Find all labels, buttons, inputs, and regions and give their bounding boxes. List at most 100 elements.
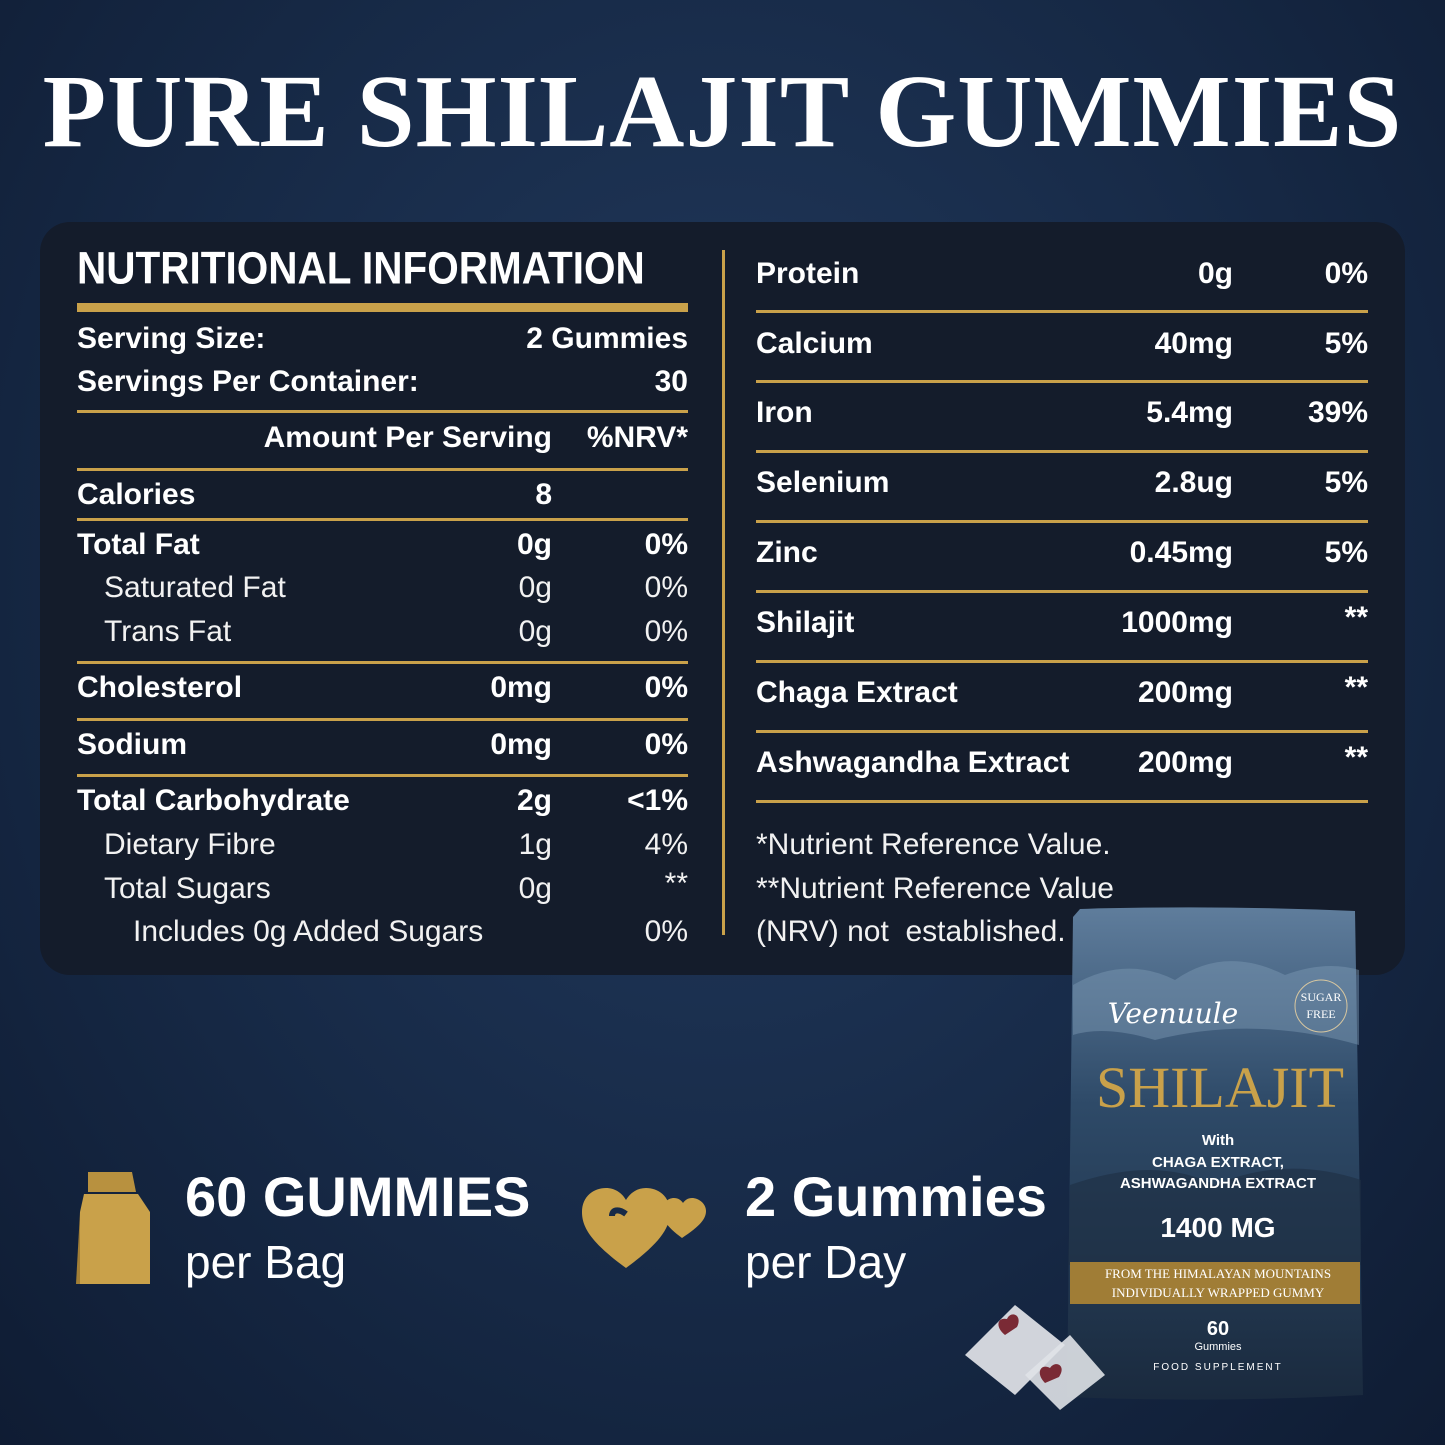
feature-value: 2 Gummies bbox=[745, 1165, 1047, 1228]
nutrient-nrv: 0% bbox=[1324, 257, 1368, 290]
nutrient-nrv: ** bbox=[664, 867, 688, 900]
nutrient-amount: 8 bbox=[535, 478, 552, 511]
nutrient-nrv: ** bbox=[1344, 671, 1368, 704]
nutrient-amount: 5.4mg bbox=[1146, 396, 1233, 429]
nutrient-nrv: 5% bbox=[1324, 327, 1368, 360]
divider bbox=[77, 518, 688, 521]
nutrient-amount: 2g bbox=[516, 784, 552, 817]
label: Servings Per Container: bbox=[77, 365, 419, 398]
package-dose: 1400 MG bbox=[1160, 1212, 1275, 1243]
divider bbox=[77, 410, 688, 413]
package-count: 60 bbox=[1207, 1318, 1229, 1340]
nutrient-nrv: ** bbox=[1344, 601, 1368, 634]
divider bbox=[756, 660, 1368, 663]
nutrient-name: Total Fat bbox=[77, 528, 200, 561]
divider bbox=[756, 730, 1368, 733]
divider bbox=[77, 303, 688, 312]
nutrient-name: Dietary Fibre bbox=[104, 828, 276, 861]
nutrient-nrv: 5% bbox=[1324, 466, 1368, 499]
nutrient-name: Calories bbox=[77, 478, 196, 511]
product-name: SHILAJIT bbox=[1096, 1055, 1344, 1120]
nutrient-amount: 0g bbox=[1197, 257, 1233, 290]
nutrient-amount: 200mg bbox=[1137, 676, 1233, 709]
package-text: ASHWAGANDHA EXTRACT bbox=[1120, 1175, 1316, 1192]
wrapped-gummies bbox=[965, 1305, 1105, 1410]
nutrient-name: Shilajit bbox=[756, 606, 855, 639]
nutrient-name: Chaga Extract bbox=[756, 676, 958, 709]
nutrient-nrv: ** bbox=[1344, 741, 1368, 774]
nutrient-amount: 1000mg bbox=[1121, 606, 1233, 639]
badge: SUGAR bbox=[1301, 990, 1342, 1004]
badge: FREE bbox=[1306, 1007, 1335, 1021]
feature-label: per Day bbox=[745, 1236, 907, 1288]
nutrient-name: Total Carbohydrate bbox=[77, 784, 350, 817]
nutrient-name: Protein bbox=[756, 257, 860, 290]
divider bbox=[77, 774, 688, 777]
nutrient-name: Includes 0g Added Sugars bbox=[133, 915, 484, 948]
column-divider bbox=[722, 250, 725, 935]
nutrient-amount: 2.8ug bbox=[1154, 466, 1233, 499]
nutrient-name: Trans Fat bbox=[104, 615, 232, 648]
nutrient-name: Total Sugars bbox=[104, 872, 271, 905]
nutrient-amount: 0.45mg bbox=[1129, 536, 1233, 569]
nutrient-name: Cholesterol bbox=[77, 671, 243, 704]
package-text: Gummies bbox=[1194, 1341, 1242, 1353]
feature-label: per Bag bbox=[185, 1236, 347, 1288]
nutrient-nrv: <1% bbox=[627, 784, 688, 817]
nutrient-name: Ashwagandha Extract bbox=[756, 746, 1070, 779]
nutrient-amount: 0g bbox=[518, 571, 552, 604]
feature-value: 60 GUMMIES bbox=[185, 1165, 531, 1228]
footnote: **Nutrient Reference Value bbox=[756, 872, 1114, 905]
hearts-icon bbox=[582, 1188, 706, 1268]
nutrient-amount: 0g bbox=[516, 528, 552, 561]
divider bbox=[756, 520, 1368, 523]
package-text: With bbox=[1202, 1132, 1234, 1149]
nutrient-nrv: 0% bbox=[644, 671, 688, 704]
bag-icon bbox=[76, 1172, 150, 1284]
product-package: Veenuule SUGAR FREE SHILAJIT With CHAGA … bbox=[965, 907, 1363, 1410]
nutrition-heading: NUTRITIONAL INFORMATION bbox=[77, 242, 645, 294]
column-header: Amount Per Serving bbox=[263, 421, 552, 454]
title: PURE SHILAJIT GUMMIES bbox=[42, 54, 1403, 169]
nutrient-nrv: 0% bbox=[644, 915, 688, 948]
nutrient-nrv: 0% bbox=[644, 615, 688, 648]
footnote: *Nutrient Reference Value. bbox=[756, 828, 1111, 861]
divider bbox=[756, 800, 1368, 803]
package-text: FROM THE HIMALAYAN MOUNTAINS bbox=[1105, 1266, 1331, 1281]
nutrient-nrv: 0% bbox=[644, 728, 688, 761]
nutrient-name: Saturated Fat bbox=[104, 571, 286, 604]
value: 30 bbox=[654, 365, 688, 398]
nutrient-nrv: 4% bbox=[644, 828, 688, 861]
nutrient-nrv: 0% bbox=[644, 528, 688, 561]
divider bbox=[756, 590, 1368, 593]
nutrient-amount: 40mg bbox=[1154, 327, 1233, 360]
nutrient-amount: 0mg bbox=[490, 728, 552, 761]
package-text: CHAGA EXTRACT, bbox=[1152, 1154, 1284, 1171]
nutrient-amount: 1g bbox=[518, 828, 552, 861]
footnote: (NRV) not established. bbox=[756, 915, 1066, 948]
divider bbox=[756, 450, 1368, 453]
label: Serving Size: bbox=[77, 322, 266, 355]
nutrient-name: Sodium bbox=[77, 728, 187, 761]
nutrient-name: Selenium bbox=[756, 466, 890, 499]
nutrient-amount: 200mg bbox=[1137, 746, 1233, 779]
nutrient-nrv: 0% bbox=[644, 571, 688, 604]
nutrient-amount: 0g bbox=[518, 872, 552, 905]
package-text: FOOD SUPPLEMENT bbox=[1153, 1362, 1282, 1373]
nutrient-nrv: 39% bbox=[1307, 396, 1368, 429]
value: 2 Gummies bbox=[526, 322, 688, 355]
nutrient-name: Calcium bbox=[756, 327, 873, 360]
nutrient-name: Zinc bbox=[756, 536, 818, 569]
nutrient-name: Iron bbox=[756, 396, 813, 429]
column-header: %NRV* bbox=[586, 421, 688, 454]
divider bbox=[756, 380, 1368, 383]
brand: Veenuule bbox=[1108, 997, 1238, 1030]
divider bbox=[756, 310, 1368, 313]
divider bbox=[77, 468, 688, 471]
package-text: INDIVIDUALLY WRAPPED GUMMY bbox=[1112, 1285, 1325, 1300]
nutrient-amount: 0g bbox=[518, 615, 552, 648]
nutrient-amount: 0mg bbox=[490, 671, 552, 704]
nutrient-nrv: 5% bbox=[1324, 536, 1368, 569]
divider bbox=[77, 661, 688, 664]
